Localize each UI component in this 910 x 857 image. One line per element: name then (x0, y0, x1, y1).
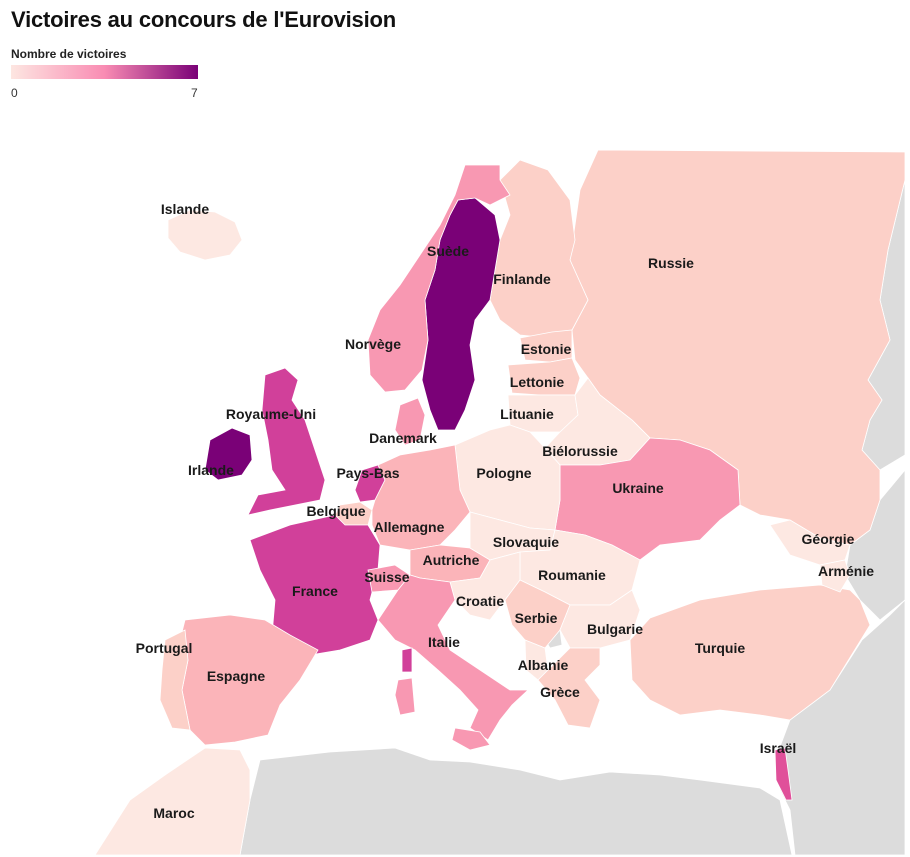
countries (94, 149, 906, 856)
label-croatie: Croatie (456, 593, 504, 609)
label-albanie: Albanie (518, 657, 569, 673)
country-danemark (394, 397, 426, 446)
label-lettonie: Lettonie (510, 374, 565, 390)
label-danemark: Danemark (369, 430, 437, 446)
label-allemagne: Allemagne (374, 519, 445, 535)
label-ukraine: Ukraine (612, 480, 664, 496)
legend-title: Nombre de victoires (11, 47, 127, 61)
label-roumanie: Roumanie (538, 567, 606, 583)
country-italie-sicile (451, 727, 491, 751)
country-irlande (204, 427, 253, 481)
label-israel: Israël (760, 740, 797, 756)
country-georgie (769, 519, 851, 566)
country-italie (377, 574, 530, 741)
label-estonie: Estonie (521, 341, 572, 357)
country-norvege (367, 164, 511, 393)
country-italie-sardaigne (394, 677, 416, 716)
label-france: France (292, 583, 338, 599)
label-autriche: Autriche (423, 552, 480, 568)
country-grece (537, 647, 601, 729)
country-armenie (819, 559, 851, 593)
map-title: Victoires au concours de l'Eurovision (11, 7, 396, 32)
country-portugal (159, 629, 191, 731)
label-grece: Grèce (540, 684, 580, 700)
country-france-corse (401, 647, 413, 673)
label-portugal: Portugal (136, 640, 193, 656)
country-lettonie (507, 357, 581, 396)
label-bulgarie: Bulgarie (587, 621, 643, 637)
label-finlande: Finlande (493, 271, 551, 287)
label-suede: Suède (427, 243, 469, 259)
label-royaume-uni: Royaume-Uni (226, 406, 316, 422)
country-france (249, 514, 381, 656)
non-participant-areas (239, 179, 906, 856)
label-belgique: Belgique (306, 503, 365, 519)
label-italie: Italie (428, 634, 460, 650)
label-islande: Islande (161, 201, 209, 217)
legend-max-label: 7 (191, 86, 198, 100)
label-serbie: Serbie (515, 610, 558, 626)
label-suisse: Suisse (364, 569, 409, 585)
label-espagne: Espagne (207, 668, 266, 684)
country-israel (774, 747, 793, 801)
label-lituanie: Lituanie (500, 406, 554, 422)
label-georgie: Géorgie (802, 531, 855, 547)
label-armenie: Arménie (818, 563, 874, 579)
label-norvege: Norvège (345, 336, 401, 352)
country-islande (167, 209, 243, 261)
country-royaume-uni (247, 367, 326, 516)
country-turquie (629, 584, 871, 721)
country-suede (421, 197, 501, 431)
label-turquie: Turquie (695, 640, 746, 656)
country-maroc (94, 747, 251, 856)
label-irlande: Irlande (188, 462, 234, 478)
label-pays-bas: Pays-Bas (336, 465, 399, 481)
legend-gradient-bar (11, 65, 198, 79)
label-maroc: Maroc (153, 805, 194, 821)
label-bielorussie: Biélorussie (542, 443, 618, 459)
label-russie: Russie (648, 255, 694, 271)
label-pologne: Pologne (476, 465, 531, 481)
legend-min-label: 0 (11, 86, 18, 100)
country-labels: Islande Suède Finlande Russie Norvège Es… (136, 201, 875, 821)
color-legend: Nombre de victoires 0 7 (11, 47, 201, 100)
label-slovaquie: Slovaquie (493, 534, 559, 550)
